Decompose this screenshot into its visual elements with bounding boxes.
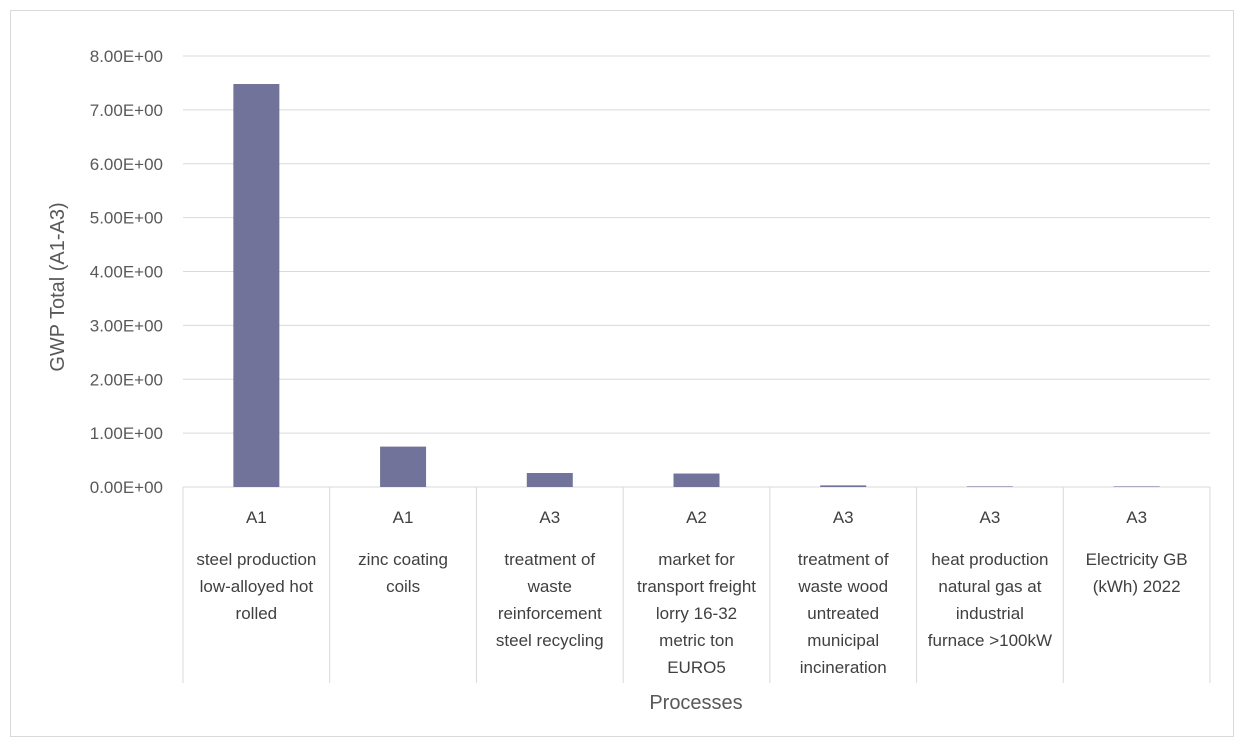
x-category-label: market for <box>658 550 735 569</box>
x-category-label: reinforcement <box>498 604 602 623</box>
x-axis-categories: A1 steel production low-alloyed hot rolled A… <box>196 508 1187 677</box>
x-category-label: steel production <box>196 550 316 569</box>
x-category-label: EURO5 <box>667 658 726 677</box>
x-category-stage: A1 <box>246 508 267 527</box>
x-category-label: incineration <box>800 658 887 677</box>
bar <box>820 485 867 487</box>
x-category-label: steel recycling <box>496 631 604 650</box>
x-axis-title: Processes <box>649 692 742 714</box>
bars <box>233 84 1160 487</box>
bar <box>233 84 280 487</box>
y-tick-label: 0.00E+00 <box>90 478 163 497</box>
y-axis-title: GWP Total (A1-A3) <box>47 202 69 371</box>
bar <box>673 473 720 487</box>
y-axis-ticks: 0.00E+00 1.00E+00 2.00E+00 3.00E+00 4.00E+00… <box>90 47 163 497</box>
bar <box>526 472 573 487</box>
bar <box>380 446 427 487</box>
y-tick-label: 2.00E+00 <box>90 370 163 389</box>
bar <box>966 486 1013 487</box>
x-category-label: treatment of <box>504 550 595 569</box>
y-tick-label: 7.00E+00 <box>90 101 163 120</box>
x-category-label: natural gas at <box>938 577 1041 596</box>
y-tick-label: 5.00E+00 <box>90 209 163 228</box>
x-category-label: lorry 16-32 <box>656 604 737 623</box>
x-category-label: Electricity GB <box>1086 550 1188 569</box>
x-category-stage: A3 <box>1126 508 1147 527</box>
x-category-label: furnace >100kW <box>928 631 1052 650</box>
x-category-stage: A3 <box>833 508 854 527</box>
x-category-label: low-alloyed hot <box>200 577 314 596</box>
x-category-stage: A3 <box>539 508 560 527</box>
x-category-label: industrial <box>956 604 1024 623</box>
y-tick-label: 3.00E+00 <box>90 316 163 335</box>
y-tick-label: 1.00E+00 <box>90 424 163 443</box>
x-category-label: metric ton <box>659 631 734 650</box>
y-tick-label: 8.00E+00 <box>90 47 163 66</box>
x-category-label: (kWh) 2022 <box>1093 577 1181 596</box>
x-category-stage: A2 <box>686 508 707 527</box>
x-category-label: rolled <box>236 604 278 623</box>
x-category-label: waste <box>527 577 572 596</box>
x-category-label: untreated <box>807 604 879 623</box>
x-category-label: municipal <box>807 631 879 650</box>
x-category-label: waste wood <box>797 577 888 596</box>
x-category-label: transport freight <box>637 577 756 596</box>
x-category-label: coils <box>386 577 420 596</box>
y-tick-label: 4.00E+00 <box>90 263 163 282</box>
x-category-label: treatment of <box>798 550 889 569</box>
x-category-label: zinc coating <box>358 550 448 569</box>
x-category-stage: A3 <box>980 508 1001 527</box>
y-tick-label: 6.00E+00 <box>90 155 163 174</box>
chart-frame <box>10 10 1234 737</box>
x-category-stage: A1 <box>393 508 414 527</box>
bar <box>1113 486 1160 487</box>
x-category-label: heat production <box>931 550 1048 569</box>
